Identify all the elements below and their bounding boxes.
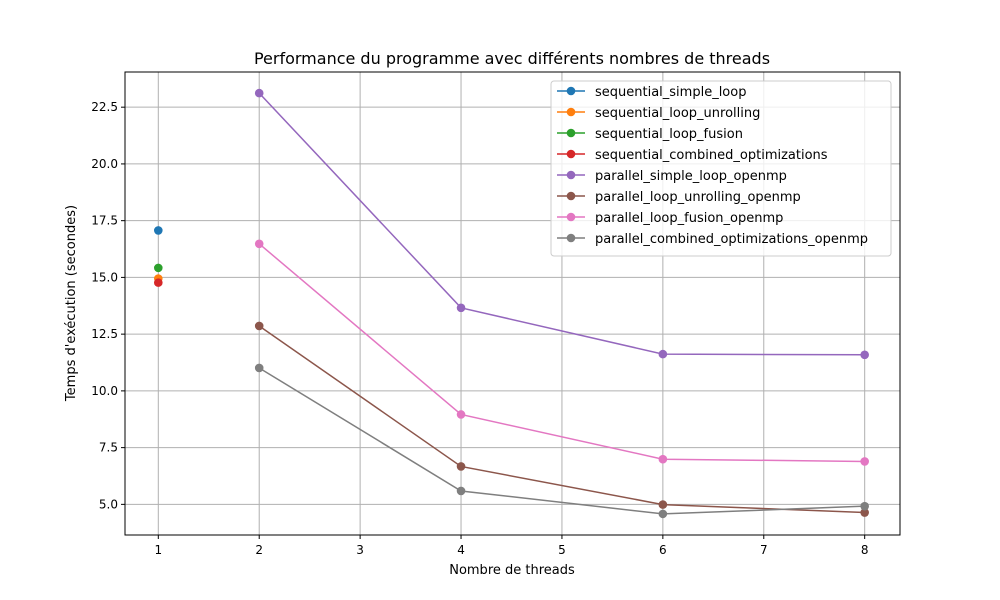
x-tick-label: 6 [659,543,667,557]
series-layer [154,88,869,519]
y-axis-label: Temps d'exécution (secondes) [64,205,79,402]
y-tick-label: 15.0 [91,270,118,284]
legend-swatch-marker [566,128,576,138]
data-point [860,350,869,360]
y-tick-label: 10.0 [91,384,118,398]
legend-label: parallel_simple_loop_openmp [595,169,787,184]
legend-swatch-marker [566,212,576,222]
x-tick-label: 1 [154,543,162,557]
x-tick-label: 7 [760,543,768,557]
data-point [860,501,869,511]
data-point [154,278,163,287]
series-line [258,367,865,515]
legend-item: sequential_simple_loop [557,85,746,100]
legend-frame [550,80,892,257]
data-point [154,263,163,273]
legend-item: parallel_loop_fusion_openmp [557,211,783,226]
data-point [658,454,668,464]
y-tick-label: 7.5 [99,441,118,455]
series-parallel_loop_fusion_openmp [254,239,869,466]
legend-swatch-marker [566,107,576,117]
plot-area-frame [124,71,901,536]
data-point [254,88,264,98]
y-axis-ticks: 5.0 7.5 10.0 12.5 15.0 17.5 20.0 22.5 [91,100,125,511]
legend-label: sequential_combined_optimizations [595,148,828,163]
data-point [860,457,869,466]
legend-swatch-marker [566,149,576,159]
legend-label: sequential_loop_unrolling [595,106,760,121]
data-point [456,462,466,471]
data-point [254,239,264,249]
data-point [254,363,264,373]
legend-swatch-marker [566,170,576,180]
series-parallel_loop_unrolling_openmp [254,321,869,517]
series-line [258,325,865,514]
x-axis-ticks: 1 2 3 4 5 6 7 8 [154,535,869,557]
legend-swatch-marker [566,86,576,96]
legend-label: sequential_simple_loop [595,85,746,100]
y-tick-label: 22.5 [91,100,118,114]
y-tick-label: 20.0 [91,157,118,171]
data-point [154,226,163,235]
series-line [258,243,865,463]
x-tick-label: 5 [558,543,566,557]
legend-item: sequential_loop_fusion [557,127,743,142]
legend-label: parallel_loop_fusion_openmp [595,211,783,226]
legend-label: parallel_combined_optimizations_openmp [595,232,868,247]
x-tick-label: 2 [255,543,263,557]
y-tick-label: 5.0 [99,497,118,511]
data-point [658,349,668,359]
legend-swatch-marker [566,233,576,243]
data-point [254,321,264,331]
chart-title: Performance du programme avec différents… [254,49,770,68]
y-tick-label: 17.5 [91,214,118,228]
y-tick-label: 12.5 [91,327,118,341]
series-parallel_simple_loop_openmp [254,88,869,360]
series-sequential_loop_fusion [154,263,163,273]
x-axis-label: Nombre de threads [449,563,575,578]
series-parallel_combined_optimizations_openmp [254,363,869,519]
x-tick-label: 4 [457,543,465,557]
legend-label: sequential_loop_fusion [595,127,743,142]
data-point [860,508,869,517]
legend-item: parallel_loop_unrolling_openmp [557,190,801,205]
series-sequential_simple_loop [154,226,163,235]
data-point [456,410,466,419]
data-point [456,486,466,496]
legend-item: sequential_loop_unrolling [557,106,760,121]
data-point [658,500,668,509]
legend-item: parallel_combined_optimizations_openmp [557,232,868,247]
data-point [456,303,466,313]
x-tick-label: 3 [356,543,364,557]
legend-item: parallel_simple_loop_openmp [557,169,787,184]
legend-item: sequential_combined_optimizations [557,148,828,163]
legend-label: parallel_loop_unrolling_openmp [595,190,801,205]
x-tick-label: 8 [861,543,869,557]
legend-swatch-marker [566,191,576,201]
series-sequential_combined_optimizations [154,278,163,287]
series-line [258,92,865,356]
data-point [658,509,668,519]
legend: sequential_simple_loop sequential_loop_un… [550,80,892,257]
